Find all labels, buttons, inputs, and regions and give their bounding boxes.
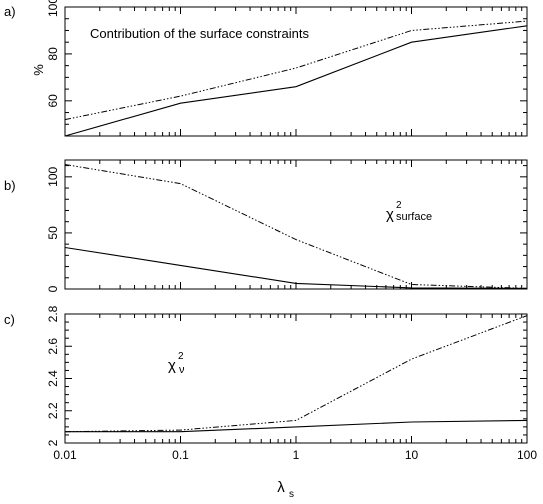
panel-b-ticks: 0 50 100 xyxy=(46,160,528,292)
panel-c-ticks: 2 2.2 2.4 2.6 2.8 xyxy=(46,305,528,446)
x-tick-label: 10 xyxy=(405,448,419,462)
y-tick-label: 100 xyxy=(46,166,60,186)
panel-a-ticks: 60 80 100 xyxy=(46,0,528,137)
panel-a-annotation: Contribution of the surface constraints xyxy=(90,26,309,41)
y-tick-label: 2.6 xyxy=(46,338,60,355)
panel-a-label: a) xyxy=(4,4,16,19)
panel-a-ylabel: % xyxy=(31,64,46,76)
y-tick-label: 2.2 xyxy=(46,402,60,419)
panel-a: a) Contribution of the surface constrain… xyxy=(4,0,528,137)
x-axis-title-main: λ xyxy=(277,479,285,496)
panel-c-annotation: χ 2 ν xyxy=(168,351,185,376)
panel-c-frame xyxy=(64,313,528,444)
panel-c-label: c) xyxy=(4,312,15,327)
y-tick-label: 2.4 xyxy=(46,370,60,387)
panel-b-label: b) xyxy=(4,178,16,193)
panel-c-annotation-sup: 2 xyxy=(178,351,184,362)
panel-c-series-dashdot-line xyxy=(64,315,528,433)
panel-c-annotation-sub: ν xyxy=(179,364,185,376)
panel-b-series-dashdot-line xyxy=(64,164,528,289)
panel-a-series-dashdot-line xyxy=(64,20,528,121)
y-tick-label: 50 xyxy=(46,226,60,240)
x-axis-tick-labels: 0.01 0.1 1 10 100 xyxy=(53,448,537,462)
x-tick-label: 0.1 xyxy=(172,448,189,462)
panel-c: c) χ 2 ν 2 2.2 2.4 2.6 2.8 xyxy=(4,305,528,446)
y-tick-label: 2.8 xyxy=(46,305,60,322)
x-axis-title-sub: s xyxy=(289,489,294,500)
x-tick-label: 100 xyxy=(517,448,537,462)
x-tick-label: 1 xyxy=(293,448,300,462)
panel-c-series-solid-line xyxy=(65,419,528,433)
panel-b-series-solid-line xyxy=(64,246,528,289)
x-axis-title: λ s xyxy=(277,479,294,500)
y-tick-label: 100 xyxy=(46,0,60,17)
y-tick-label: 80 xyxy=(46,47,60,61)
y-tick-label: 0 xyxy=(46,285,60,292)
panel-b-annotation-chi: χ xyxy=(386,206,394,223)
panel-b-annotation: χ 2 surface xyxy=(386,200,432,223)
panel-c-annotation-chi: χ xyxy=(168,357,176,374)
y-tick-label: 2 xyxy=(46,439,60,446)
panel-b-annotation-sub: surface xyxy=(396,211,432,223)
y-tick-label: 60 xyxy=(46,94,60,108)
panel-b-frame xyxy=(64,159,528,290)
x-tick-label: 0.01 xyxy=(53,448,77,462)
panel-a-series-solid-line xyxy=(64,25,528,137)
panel-b-annotation-sup: 2 xyxy=(396,200,402,211)
panel-b: b) χ 2 surface 0 50 100 xyxy=(4,159,528,292)
